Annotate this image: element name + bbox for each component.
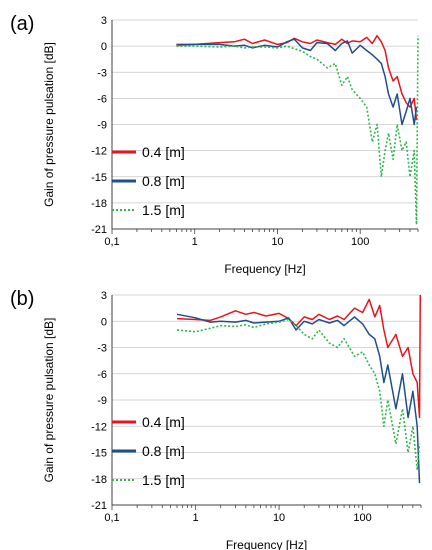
y-tick-label: 0 xyxy=(101,41,107,53)
y-tick-label: -21 xyxy=(91,224,107,236)
y-tick-label: 3 xyxy=(101,290,107,302)
series-line-1 xyxy=(176,294,422,419)
y-tick-label: -9 xyxy=(97,120,107,132)
series-line-1 xyxy=(176,34,418,121)
y-tick-label: -6 xyxy=(97,369,107,381)
panel-label: (a) xyxy=(10,13,34,35)
x-tick-label: 10 xyxy=(273,512,285,524)
y-tick-label: -9 xyxy=(97,395,107,407)
y-tick-label: 0 xyxy=(101,316,107,328)
x-tick-label: 100 xyxy=(351,236,369,248)
x-tick-label: 0,1 xyxy=(104,512,119,524)
y-tick-label: -18 xyxy=(91,474,107,486)
y-tick-label: -3 xyxy=(97,67,107,79)
series-line-3 xyxy=(176,318,421,471)
y-tick-label: -18 xyxy=(91,198,107,210)
y-tick-label: 3 xyxy=(101,15,107,27)
y-tick-label: -12 xyxy=(91,421,107,433)
y-axis-title: Gain of pressure pulsation [dB] xyxy=(42,318,56,483)
series-line-2 xyxy=(176,38,418,126)
x-tick-label: 100 xyxy=(353,512,371,524)
panel-label: (b) xyxy=(10,288,34,310)
x-tick-label: 10 xyxy=(271,236,283,248)
legend-label: 1.5 [m] xyxy=(142,472,185,488)
x-tick-label: 0,1 xyxy=(104,236,119,248)
y-tick-label: -15 xyxy=(91,172,107,184)
legend-label: 0.4 [m] xyxy=(142,144,185,160)
y-tick-label: -3 xyxy=(97,343,107,355)
series-line-3 xyxy=(176,35,419,226)
y-tick-label: -21 xyxy=(91,500,107,512)
x-axis-title: Frequency [Hz] xyxy=(226,538,307,550)
x-axis-title: Frequency [Hz] xyxy=(224,262,305,276)
y-tick-label: -12 xyxy=(91,146,107,158)
legend-label: 0.8 [m] xyxy=(142,443,185,459)
legend-label: 0.4 [m] xyxy=(142,414,185,430)
legend-label: 0.8 [m] xyxy=(142,173,185,189)
y-axis-title: Gain of pressure pulsation [dB] xyxy=(42,42,56,207)
x-tick-label: 1 xyxy=(192,512,198,524)
legend-label: 1.5 [m] xyxy=(142,202,185,218)
series-line-2 xyxy=(176,313,421,484)
y-tick-label: -15 xyxy=(91,448,107,460)
panel-b: 3 0 -3 -6 -9 -12 -15 -18 -210,1 1 10 100 Frequency [… xyxy=(10,288,422,550)
y-tick-label: -6 xyxy=(97,93,107,105)
x-tick-label: 1 xyxy=(192,236,198,248)
panel-a: 3 0 -3 -6 -9 -12 -15 -18 -210,1 1 10 100 Frequency [… xyxy=(10,13,419,276)
